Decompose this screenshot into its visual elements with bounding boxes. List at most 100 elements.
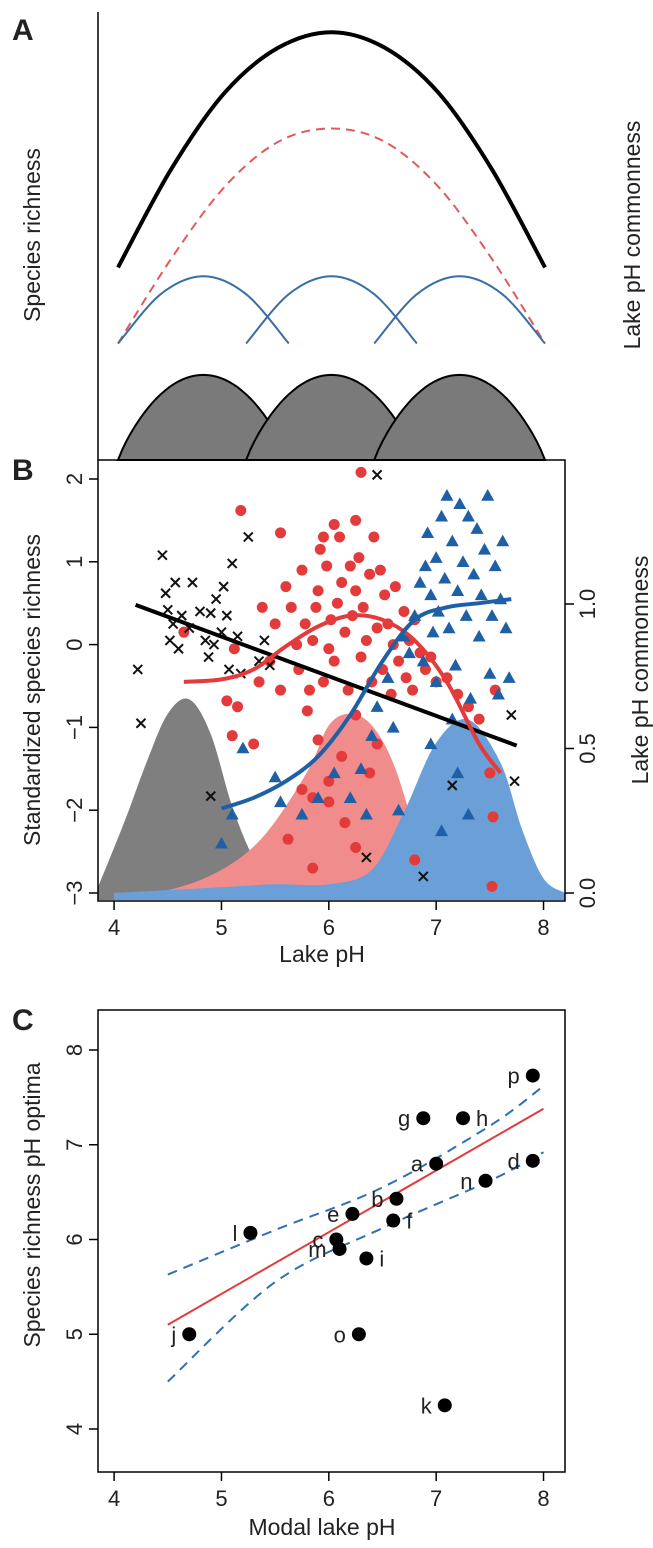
panel-c-point-n [478,1173,493,1188]
panel-b-axes: 4 5 6 7 8 −3 −2 −1 0 1 2 0.0 0.5 1.0 [62,473,600,940]
panel-b-blue-triangle [435,824,449,837]
panel-b-black-cross [361,852,372,863]
panel-c-point-label-b: b [371,1187,383,1212]
panel-c-point-g [416,1111,431,1126]
panel-b-blue-triangle [214,836,228,849]
panel-c-xtick-label: 7 [430,1486,442,1511]
panel-b-blue-triangle [502,671,516,683]
panel-b-red-point [228,643,240,655]
panel-b-red-point [487,811,499,823]
panel-b-red-point [253,676,265,688]
panel-b-area-2 [114,713,437,900]
panel-b-red-point [374,564,386,576]
panel-b-red-point [323,796,335,808]
panel-b-red-point [350,585,362,597]
panel-b-red-point [462,701,474,713]
panel-b-blue-triangle [386,720,400,733]
panel-b-blue-triangle [418,559,432,572]
panel-b-red-point [357,601,369,613]
panel-a-ylabel-right: Lake pH commonness [619,121,645,350]
panel-b-blue-triangle [483,667,497,679]
panel-b-red-point [344,560,356,572]
panel-b-blue-triangle [491,687,505,700]
panel-b-red-point [364,568,376,580]
panel-b-black-cross [132,664,143,675]
panel-b-blue-triangle [370,700,384,712]
panel-b-red-point [312,585,324,597]
panel-b-black-cross [170,577,181,588]
panel-c-point-label-j: j [170,1322,176,1347]
panel-b-red-point [389,581,401,593]
panel-b-red-point [317,676,329,688]
panel-c-ytick-label: 6 [62,1233,87,1245]
panel-a-area-2 [244,373,419,461]
panel-b-red-point [256,601,268,613]
panel-c-point-label-f: f [406,1209,413,1234]
panel-b-black-cross [187,577,198,588]
panel-c-xlabel: Modal lake pH [248,1514,395,1540]
panel-b-red-point [285,601,297,613]
panel-b-blue-triangle [461,807,475,820]
panel-c-letter: C [12,1004,34,1037]
panel-c-point-a [429,1156,444,1171]
panel-b-black-cross [223,664,235,675]
panel-b-xtick-label: 5 [215,915,227,940]
panel-b-red-point [371,738,383,750]
panel-b-red-point [323,775,335,787]
panel-b-blue-triangle [445,534,459,547]
panel-c-axes: 4 5 6 7 8 4 5 6 7 8 [62,1044,550,1511]
panel-b-black-cross [162,604,173,616]
panel-b-red-point [355,466,367,478]
panel-a-series-3 [117,275,290,345]
panel-b-blue-triangle [461,509,475,522]
panel-a-area-3 [372,373,547,461]
panel-b-red-point [296,784,308,795]
panel-b-red-point [307,634,319,646]
panel-b-red-point [350,841,362,853]
panel-c-point-p [525,1068,540,1083]
panel-c-line-2 [167,1085,545,1276]
panel-b-area-1 [98,698,297,900]
panel-a-series-1 [116,30,547,269]
panel-b-black-cross [194,606,206,617]
panel-b-red-point [307,862,319,874]
panel-b-black-cross [203,651,214,663]
panel-c-ylabel: Species richness pH optima [19,1062,45,1347]
panel-c-point-o [351,1327,366,1342]
panel-b-red-point [280,581,292,593]
panel-b-red-point [336,577,348,588]
panel-b-areas [98,698,565,900]
panel-b-blue-triangle [451,584,465,596]
panel-b-xlabel: Lake pH [279,941,365,967]
panel-b-area-3 [114,718,565,900]
panel-b-red-point [323,643,335,655]
panel-b-blue-triangle [429,551,443,563]
panel-b-blue-triangle [429,675,443,688]
panel-b-black-cross [221,610,233,621]
panel-b-black-cross [157,549,168,561]
panel-b-blue-triangle [381,671,395,683]
panel-b-blue-triangle [327,766,341,779]
panel-b-blue-triangle [499,621,513,634]
panel-b-fit-line-2 [183,613,503,775]
panel-b-xtick-label: 7 [430,915,442,940]
panel-b-blue-triangle [477,542,491,555]
panel-c-point-f [386,1213,401,1228]
panel-b-blue-triangle [354,762,368,774]
panel-b-red-point [226,730,238,742]
panel-b-blue-triangle [488,559,502,572]
panel-b-blue-triangle [456,555,470,567]
panel-c-point-label-i: i [379,1246,384,1271]
panel-b-blue-triangle [481,489,495,501]
panel-b-blue-triangle [311,791,325,803]
panel-b-black-cross [135,718,147,729]
panel-c-point-label-m: m [308,1237,326,1262]
panel-b-red-point [400,672,412,684]
panel-b-blue-triangle [459,609,473,621]
panel-b-black-cross [243,531,254,543]
panel-b-red-point [317,531,329,543]
panel-b-red-point [235,504,247,516]
panel-b-ytick-label: −2 [62,798,87,823]
panel-c-points: a b c d e f g h i j k l m n o p [170,1064,540,1418]
